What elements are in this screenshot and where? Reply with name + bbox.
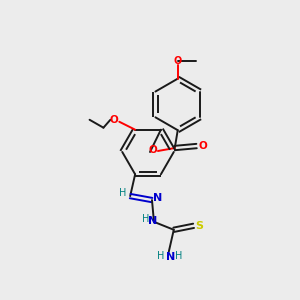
Text: O: O — [198, 141, 207, 151]
Text: N: N — [153, 193, 163, 203]
Text: O: O — [148, 145, 157, 155]
Text: H: H — [118, 188, 126, 198]
Text: S: S — [196, 221, 203, 231]
Text: O: O — [174, 56, 182, 66]
Text: N: N — [148, 216, 158, 226]
Text: O: O — [110, 115, 119, 125]
Text: H: H — [175, 250, 182, 260]
Text: N: N — [166, 251, 176, 262]
Text: H: H — [142, 214, 150, 224]
Text: H: H — [157, 250, 165, 260]
